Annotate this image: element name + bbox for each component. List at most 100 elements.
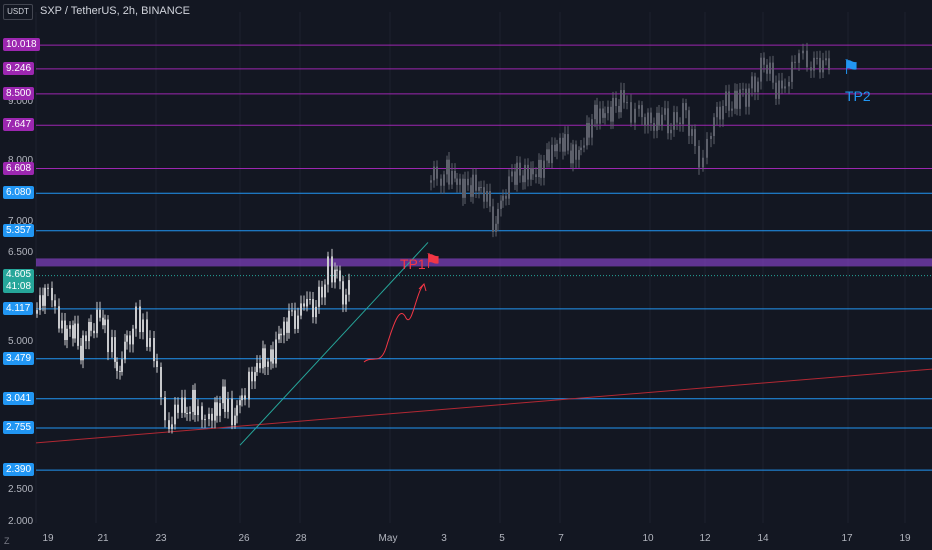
history-candle — [345, 294, 347, 305]
history-candle — [126, 335, 128, 342]
projection-candle — [486, 190, 488, 202]
history-candle — [99, 309, 101, 318]
projection-candle — [546, 149, 548, 161]
history-candle — [82, 335, 84, 361]
time-tick: 21 — [97, 533, 109, 544]
projection-candle — [822, 60, 824, 73]
projection-candle — [685, 103, 687, 111]
projection-candle — [673, 112, 675, 130]
level-price-label: 4.117 — [3, 301, 34, 315]
projection-candle — [492, 206, 494, 232]
history-candle — [275, 339, 277, 364]
history-candle — [160, 367, 162, 398]
red-trendline[interactable] — [35, 368, 932, 444]
projection-candle — [623, 90, 625, 103]
history-candle — [336, 269, 338, 271]
projection-candle — [433, 166, 435, 181]
projection-candle — [527, 164, 529, 180]
history-candle — [88, 322, 90, 342]
projection-candle — [816, 57, 818, 59]
time-tick: 28 — [295, 533, 307, 544]
history-candle — [153, 338, 155, 362]
level-price-label: 6.080 — [3, 186, 35, 200]
history-candle — [102, 317, 104, 326]
history-candle — [309, 299, 311, 301]
projection-candle — [459, 178, 461, 185]
projection-candle — [788, 81, 790, 87]
history-candle — [241, 395, 243, 401]
projection-candle — [483, 187, 485, 202]
history-candle — [42, 295, 44, 306]
history-candle — [234, 415, 236, 426]
projection-candle — [626, 102, 628, 104]
projection-candle — [769, 62, 771, 74]
history-candle — [135, 306, 137, 329]
history-candle — [315, 306, 317, 318]
level-price-label: 2.755 — [3, 421, 35, 434]
history-candle — [107, 319, 109, 353]
history-candle — [39, 295, 41, 311]
history-candle — [104, 319, 106, 326]
history-candle — [204, 419, 206, 421]
projection-candle — [810, 67, 812, 71]
history-candle — [85, 335, 87, 342]
history-candle — [262, 348, 264, 369]
projection-candle — [620, 90, 622, 113]
history-candle — [51, 288, 53, 301]
history-candle — [251, 371, 253, 382]
projection-candle — [763, 57, 765, 65]
projection-candle — [448, 159, 450, 185]
teal-trendline[interactable] — [239, 242, 429, 446]
history-candle — [318, 286, 320, 307]
history-candle — [61, 320, 63, 329]
history-candle — [297, 315, 299, 329]
level-price-label: 7.647 — [3, 118, 35, 132]
history-candle — [312, 299, 314, 318]
projection-candle — [572, 144, 574, 164]
projection-candle — [591, 119, 593, 138]
projection-candle — [607, 106, 609, 114]
timezone-button[interactable]: Z — [4, 536, 10, 546]
projection-candle — [578, 150, 580, 160]
time-tick: 12 — [699, 533, 711, 544]
history-candle — [66, 328, 68, 341]
projection-candle — [524, 164, 526, 183]
level-price-label: 9.246 — [3, 61, 35, 75]
projection-candle — [514, 171, 516, 185]
history-candle — [58, 306, 60, 329]
projection-candle — [754, 76, 756, 92]
projection-candle — [562, 137, 564, 152]
projection-candle — [564, 134, 566, 152]
time-tick: 3 — [441, 533, 447, 544]
history-candle — [222, 386, 224, 404]
history-candle — [324, 284, 326, 298]
projection-candle — [548, 149, 550, 164]
projection-candle — [667, 108, 669, 134]
price-tick: 6.500 — [8, 247, 34, 258]
history-candle — [339, 270, 341, 282]
time-tick: May — [378, 533, 398, 544]
history-candle — [44, 287, 46, 306]
projection-candle — [464, 178, 466, 198]
projection-candle — [462, 178, 464, 198]
projection-candle — [556, 143, 558, 152]
history-candle — [303, 303, 305, 307]
history-candle — [139, 306, 141, 333]
currency-button[interactable]: USDT — [3, 4, 33, 20]
history-candle — [124, 341, 126, 360]
time-tick: 14 — [757, 533, 769, 544]
history-candle — [164, 397, 166, 421]
projection-candle — [612, 97, 614, 122]
projection-candle — [467, 178, 469, 186]
projection-candle — [691, 129, 693, 136]
projection-candle — [688, 110, 690, 136]
history-candle — [291, 310, 293, 312]
projection-candle — [604, 113, 606, 118]
history-candle — [331, 256, 333, 283]
projection-candle — [736, 90, 738, 109]
projection-candle — [451, 171, 453, 185]
history-candle — [211, 413, 213, 421]
projection-candle — [554, 144, 556, 152]
